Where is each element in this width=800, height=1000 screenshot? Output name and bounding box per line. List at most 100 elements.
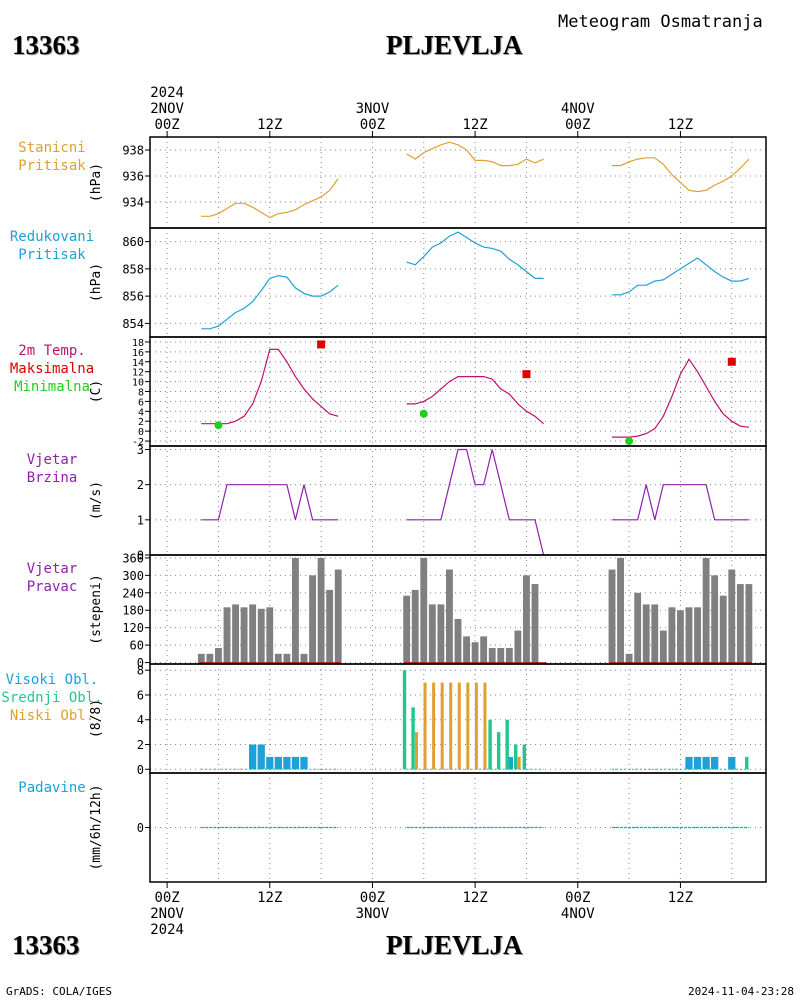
tmax-marker — [317, 340, 326, 349]
direction-bar — [309, 575, 316, 663]
direction-bar — [728, 569, 736, 663]
cloud-bar-visoki — [283, 756, 291, 770]
series-line-temperature — [612, 358, 749, 438]
panel-label: Minimalna — [14, 379, 90, 395]
cloud-bar-srednji — [402, 670, 407, 770]
direction-bar — [488, 648, 496, 663]
direction-bar — [428, 604, 436, 663]
y-tick-label: 180 — [122, 604, 144, 618]
direction-bar — [300, 653, 308, 663]
direction-bar — [326, 589, 334, 663]
top-time-label: 2024 — [150, 85, 184, 101]
panel-label: Vjetar — [27, 452, 78, 468]
cloud-bar-srednji — [522, 744, 527, 770]
station-id-top: 13363 — [12, 30, 80, 60]
cloud-bar-niski — [483, 682, 487, 770]
y-tick-label: 2 — [137, 478, 144, 492]
panel-label: Vjetar — [27, 561, 78, 577]
cloud-bar-visoki — [249, 744, 257, 770]
cloud-bar-srednji — [745, 756, 749, 770]
y-tick-label: 14 — [132, 358, 144, 369]
bottom-time-label: 2024 — [150, 922, 184, 938]
direction-bar — [463, 636, 470, 663]
y-tick-label: -2 — [132, 437, 144, 448]
y-axis-label: (hPa) — [89, 163, 104, 202]
series-line-reduced_pressure — [201, 275, 339, 330]
bottom-time-label: 00Z — [360, 890, 385, 906]
panel-label: Redukovani — [10, 229, 94, 245]
series-line-wind_speed — [612, 484, 749, 521]
direction-bar — [694, 607, 701, 663]
cloud-bar-srednji — [496, 732, 501, 770]
cloud-bar-srednji — [514, 744, 518, 770]
top-time-label: 2NOV — [150, 101, 184, 117]
direction-bar — [505, 648, 513, 663]
y-tick-label: 10 — [132, 378, 144, 389]
direction-bar — [249, 604, 257, 663]
direction-bar — [240, 607, 248, 663]
direction-bar — [659, 630, 667, 663]
bottom-time-label: 2NOV — [150, 906, 184, 922]
series-line-station_pressure — [406, 141, 544, 167]
panel-label: Brzina — [27, 470, 78, 486]
y-tick-label: 938 — [122, 144, 144, 158]
cloud-bar-visoki — [702, 756, 710, 770]
cloud-bar-niski — [474, 682, 478, 770]
y-tick-label: 1 — [137, 513, 144, 527]
y-tick-label: 934 — [122, 196, 144, 210]
y-tick-label: 120 — [122, 621, 144, 635]
tmax-marker — [522, 370, 531, 379]
y-tick-label: 12 — [132, 368, 144, 379]
chart-kind-title: Meteogram Osmatranja — [558, 12, 763, 32]
direction-bar — [719, 595, 727, 663]
cloud-bar-niski — [457, 682, 461, 770]
direction-bar — [420, 557, 428, 663]
cloud-bar-niski — [466, 682, 470, 770]
y-tick-label: 18 — [132, 338, 144, 349]
cloud-bar-niski — [415, 732, 419, 770]
y-tick-label: 0 — [137, 549, 144, 563]
y-tick-label: 6 — [138, 397, 144, 408]
panel-label: 2m Temp. — [18, 343, 85, 359]
direction-bar — [223, 607, 231, 663]
direction-bar — [446, 569, 453, 663]
direction-bar — [317, 557, 325, 663]
y-tick-label: 856 — [122, 290, 144, 304]
y-axis-label: (m/s) — [89, 481, 104, 520]
y-tick-label: 936 — [122, 170, 144, 184]
panel-label: Pravac — [27, 579, 78, 595]
top-time-label: 12Z — [462, 117, 487, 133]
direction-bar — [480, 636, 488, 663]
direction-bar — [608, 569, 616, 663]
panel-label: Niski Obl. — [10, 708, 94, 724]
cloud-bar-niski — [432, 682, 436, 770]
cloud-bar-visoki — [693, 756, 702, 770]
top-time-label: 4NOV — [561, 101, 595, 117]
cloud-bar-visoki — [266, 756, 274, 770]
bottom-time-label: 4NOV — [561, 906, 595, 922]
direction-bar — [617, 557, 624, 663]
series-line-wind_speed — [406, 448, 545, 556]
y-tick-label: 4 — [138, 407, 144, 418]
bottom-time-label: 12Z — [257, 890, 282, 906]
y-tick-label: 0 — [138, 427, 144, 438]
direction-bar — [685, 607, 693, 663]
direction-bar — [634, 592, 642, 663]
direction-bar — [711, 575, 719, 663]
direction-bar — [736, 584, 744, 663]
series-line-reduced_pressure — [406, 231, 544, 279]
direction-bar — [531, 584, 539, 663]
cloud-bar-niski — [440, 682, 444, 770]
y-tick-label: 240 — [122, 586, 144, 600]
direction-bar — [197, 653, 205, 663]
y-tick-label: 858 — [122, 262, 144, 276]
generation-timestamp: 2024-11-04-23:28 — [688, 985, 794, 998]
y-tick-label: 2 — [138, 417, 144, 428]
direction-bar — [523, 575, 530, 663]
direction-bar — [651, 604, 659, 663]
cloud-bar-niski — [449, 682, 453, 770]
direction-bar — [283, 653, 291, 663]
tmin-marker — [214, 421, 223, 430]
panel-label: Srednji Obl. — [1, 690, 102, 706]
